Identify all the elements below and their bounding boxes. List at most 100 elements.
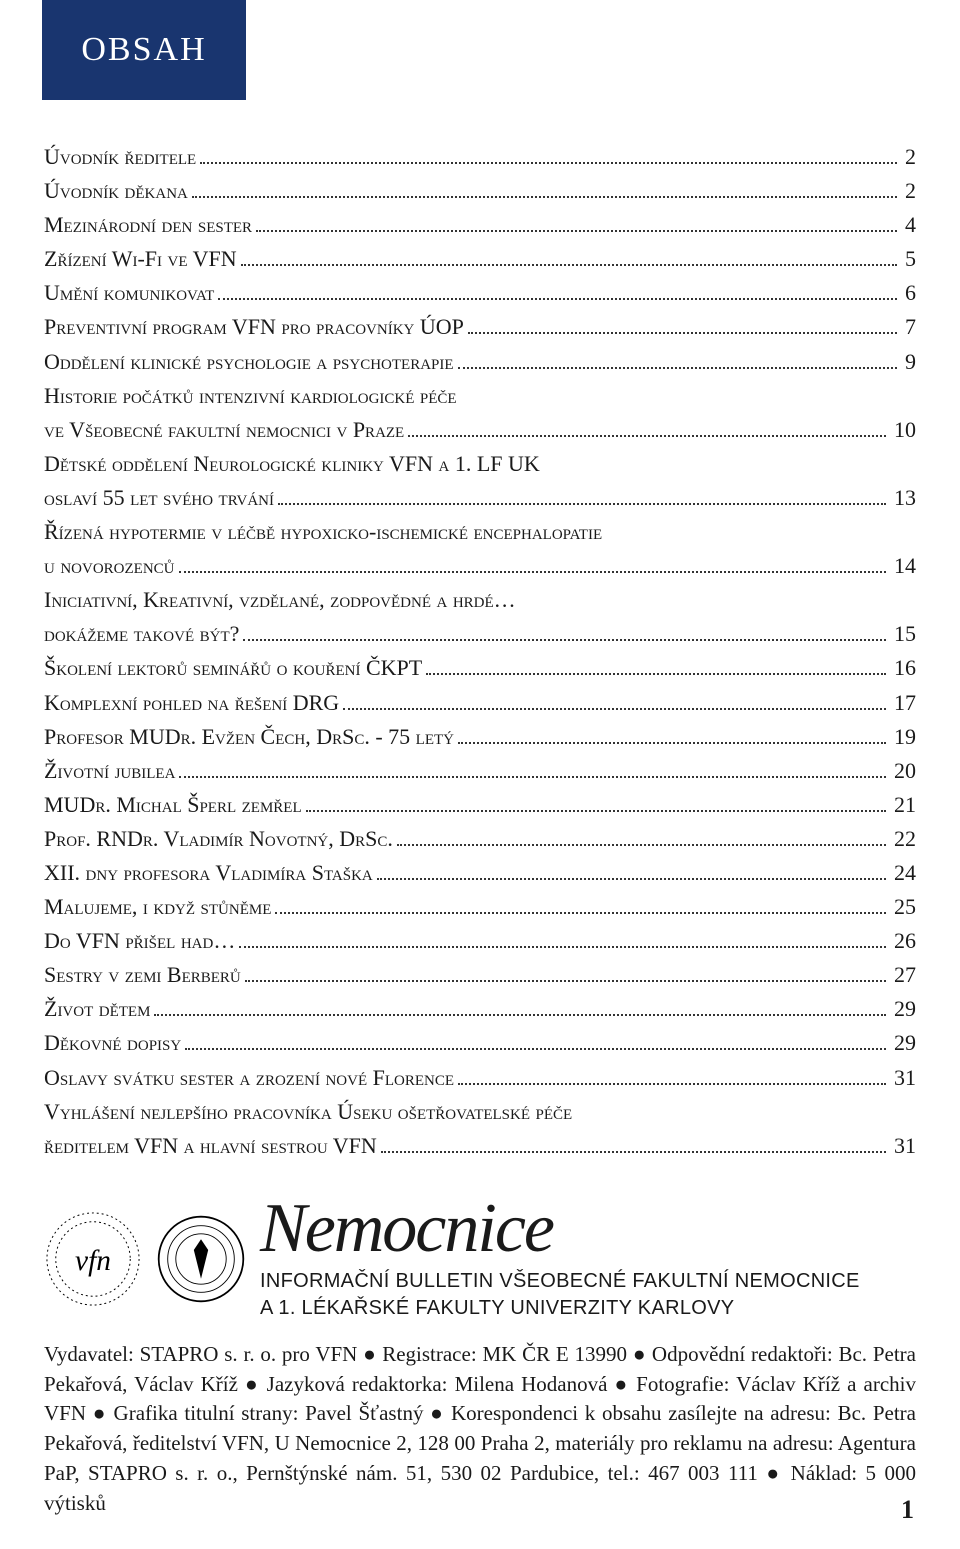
table-of-contents: Úvodník ředitele 2 Úvodník děkana 2 Mezináro…	[44, 140, 916, 1163]
toc-entry-line1: Dětské oddělení Neurologické kliniky VFN…	[44, 447, 916, 481]
toc-leader-dots	[243, 639, 886, 641]
toc-entry-title: ve Všeobecné fakultní nemocnici v Praze	[44, 413, 404, 447]
header-box: OBSAH	[42, 0, 246, 100]
toc-entry: Život dětem 29	[44, 992, 916, 1026]
vfn-logo: vfn	[44, 1210, 142, 1308]
toc-leader-dots	[179, 571, 887, 573]
toc-entry: MUDr. Michal Šperl zemřel 21	[44, 788, 916, 822]
toc-entry-page: 27	[890, 958, 916, 992]
toc-entry-title: Umění komunikovat	[44, 276, 214, 310]
toc-entry-page: 29	[890, 992, 916, 1026]
header-title: OBSAH	[81, 31, 206, 69]
toc-entry: Školení lektorů seminářů o kouření ČKPT1…	[44, 651, 916, 685]
toc-leader-dots	[185, 1048, 886, 1050]
toc-entry-page: 21	[890, 788, 916, 822]
toc-leader-dots	[239, 946, 886, 948]
toc-entry: Děkovné dopisy 29	[44, 1026, 916, 1060]
toc-leader-dots	[408, 435, 886, 437]
toc-leader-dots	[458, 367, 897, 369]
toc-entry: oslaví 55 let svého trvání 13	[44, 481, 916, 515]
toc-entry-page: 9	[901, 345, 916, 379]
toc-entry: Profesor MUDr. Evžen Čech, DrSc. - 75 le…	[44, 720, 916, 754]
toc-leader-dots	[256, 230, 897, 232]
toc-entry-page: 6	[901, 276, 916, 310]
toc-entry-title: Život dětem	[44, 992, 150, 1026]
toc-entry-page: 2	[901, 140, 916, 174]
toc-entry-title: Školení lektorů seminářů o kouření ČKPT	[44, 651, 422, 685]
toc-entry-page: 24	[890, 856, 916, 890]
colophon: Vydavatel: STAPRO s. r. o. pro VFN ● Reg…	[44, 1340, 916, 1519]
toc-entry: Preventivní program VFN pro pracovníky Ú…	[44, 310, 916, 344]
toc-entry: Komplexní pohled na řešení DRG17	[44, 686, 916, 720]
toc-entry-line1: Řízená hypotermie v léčbě hypoxicko-isch…	[44, 515, 916, 549]
toc-entry-line1: Iniciativní, Kreativní, vzdělané, zodpov…	[44, 583, 916, 617]
toc-entry-title: Preventivní program VFN pro pracovníky Ú…	[44, 310, 464, 344]
toc-entry: Malujeme, i když stůněme25	[44, 890, 916, 924]
toc-entry: Úvodník ředitele 2	[44, 140, 916, 174]
toc-leader-dots	[192, 196, 897, 198]
toc-entry-title: Prof. RNDr. Vladimír Novotný, DrSc.	[44, 822, 393, 856]
toc-entry-page: 22	[890, 822, 916, 856]
toc-entry: dokážeme takové být?15	[44, 617, 916, 651]
toc-entry-title: Úvodník ředitele	[44, 140, 196, 174]
toc-entry-title: Zřízení Wi-Fi ve VFN	[44, 242, 237, 276]
page-number: 1	[901, 1495, 914, 1525]
toc-entry: Zřízení Wi-Fi ve VFN 5	[44, 242, 916, 276]
toc-entry: Do VFN přišel had… 26	[44, 924, 916, 958]
page: OBSAH Úvodník ředitele 2 Úvodník děkana 2 Me…	[0, 0, 960, 1549]
toc-entry-page: 25	[890, 890, 916, 924]
toc-leader-dots	[154, 1014, 886, 1016]
toc-entry-page: 13	[890, 481, 916, 515]
toc-leader-dots	[397, 844, 886, 846]
bulletin-line-2: A 1. LÉKAŘSKÉ FAKULTY UNIVERZITY KARLOVY	[260, 1295, 916, 1322]
toc-entry-page: 10	[890, 413, 916, 447]
masthead-row: vfn Nemocnice INFORMAČNÍ BULLETIN VŠEOBE…	[44, 1197, 916, 1322]
toc-leader-dots	[426, 673, 886, 675]
toc-entry: u novorozenců 14	[44, 549, 916, 583]
toc-entry-title: XII. dny profesora Vladimíra Staška	[44, 856, 373, 890]
toc-entry-page: 31	[890, 1129, 916, 1163]
toc-leader-dots	[458, 742, 886, 744]
toc-entry-page: 7	[901, 310, 916, 344]
toc-leader-dots	[468, 332, 897, 334]
toc-entry-title: oslaví 55 let svého trvání	[44, 481, 274, 515]
svg-text:vfn: vfn	[75, 1245, 111, 1277]
toc-entry-title: Mezinárodní den sester	[44, 208, 252, 242]
toc-entry-line1: Vyhlášení nejlepšího pracovníka Úseku oš…	[44, 1095, 916, 1129]
toc-entry-page: 26	[890, 924, 916, 958]
toc-entry-page: 5	[901, 242, 916, 276]
toc-entry-line1: Historie počátků intenzivní kardiologick…	[44, 379, 916, 413]
toc-entry-title: Oslavy svátku sester a zrození nové Flor…	[44, 1061, 454, 1095]
toc-entry-title: ředitelem VFN a hlavní sestrou VFN	[44, 1129, 377, 1163]
toc-entry-page: 4	[901, 208, 916, 242]
toc-entry: Oddělení klinické psychologie a psychote…	[44, 345, 916, 379]
toc-leader-dots	[343, 708, 886, 710]
toc-leader-dots	[458, 1083, 886, 1085]
toc-leader-dots	[218, 298, 897, 300]
toc-entry-page: 29	[890, 1026, 916, 1060]
toc-entry-title: Děkovné dopisy	[44, 1026, 181, 1060]
toc-entry-title: Úvodník děkana	[44, 174, 188, 208]
uk-seal-icon	[156, 1214, 246, 1304]
toc-leader-dots	[306, 810, 886, 812]
toc-entry-title: MUDr. Michal Šperl zemřel	[44, 788, 302, 822]
masthead-script-title: Nemocnice	[260, 1197, 916, 1260]
toc-entry-page: 31	[890, 1061, 916, 1095]
toc-entry: Umění komunikovat 6	[44, 276, 916, 310]
toc-entry-title: Sestry v zemi Berberů	[44, 958, 241, 992]
toc-entry: ředitelem VFN a hlavní sestrou VFN 31	[44, 1129, 916, 1163]
toc-entry: Prof. RNDr. Vladimír Novotný, DrSc. 22	[44, 822, 916, 856]
toc-leader-dots	[241, 264, 897, 266]
toc-entry-page: 14	[890, 549, 916, 583]
toc-entry: Životní jubilea20	[44, 754, 916, 788]
toc-entry-title: Komplexní pohled na řešení DRG	[44, 686, 339, 720]
toc-entry: ve Všeobecné fakultní nemocnici v Praze 1…	[44, 413, 916, 447]
masthead-text: Nemocnice INFORMAČNÍ BULLETIN VŠEOBECNÉ …	[260, 1197, 916, 1322]
toc-entry-page: 2	[901, 174, 916, 208]
toc-leader-dots	[377, 878, 886, 880]
toc-leader-dots	[275, 912, 886, 914]
toc-leader-dots	[245, 980, 886, 982]
toc-entry-title: u novorozenců	[44, 549, 175, 583]
toc-entry-title: Do VFN přišel had…	[44, 924, 235, 958]
toc-entry-page: 20	[890, 754, 916, 788]
